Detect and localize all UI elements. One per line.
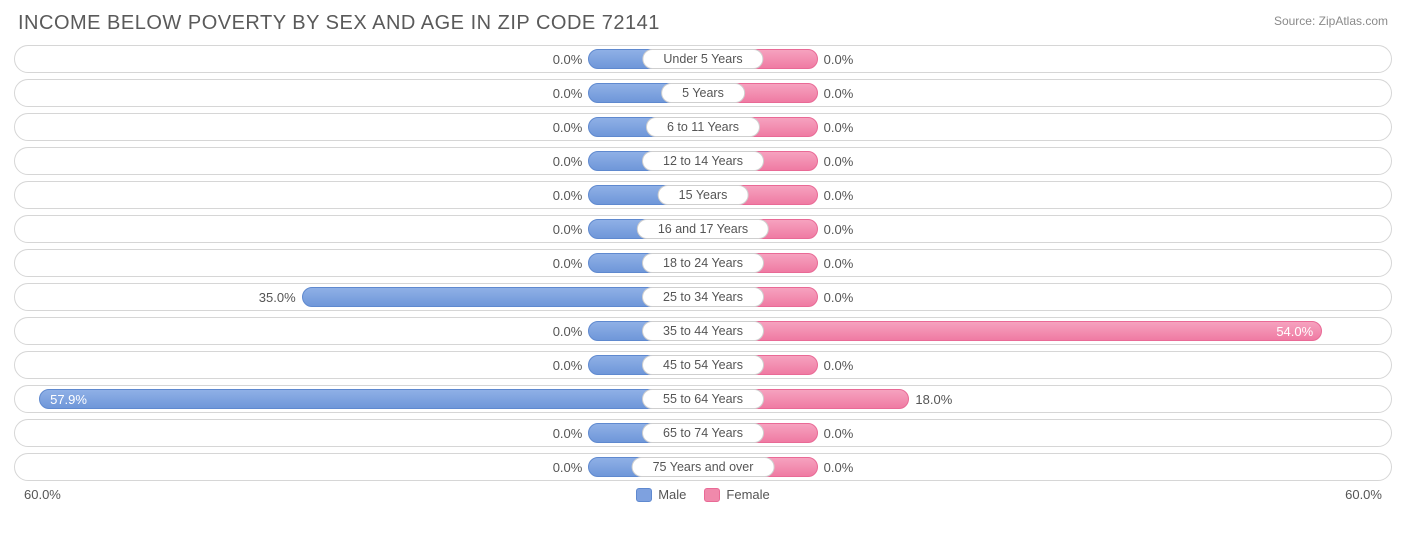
female-bar: 54.0% (703, 321, 1322, 341)
axis-row: 60.0% Male Female 60.0% (14, 487, 1392, 502)
chart-row: 0.0% 0.0% 65 to 74 Years (14, 419, 1392, 447)
legend-male: Male (636, 487, 686, 502)
chart-title: INCOME BELOW POVERTY BY SEX AND AGE IN Z… (18, 12, 1392, 35)
female-value-label: 0.0% (824, 216, 854, 242)
age-label: 12 to 14 Years (642, 151, 764, 171)
age-label: 25 to 34 Years (642, 287, 764, 307)
female-value-label: 0.0% (824, 250, 854, 276)
chart-row: 0.0% 0.0% 5 Years (14, 79, 1392, 107)
male-value-label: 0.0% (553, 148, 583, 174)
female-value-label: 0.0% (824, 148, 854, 174)
source-attribution: Source: ZipAtlas.com (1274, 14, 1388, 28)
female-value-label: 0.0% (824, 80, 854, 106)
female-value-label: 0.0% (824, 114, 854, 140)
female-value-label: 18.0% (915, 386, 952, 412)
female-value-label: 0.0% (824, 352, 854, 378)
axis-left-label: 60.0% (24, 487, 61, 502)
male-value-label: 0.0% (553, 216, 583, 242)
legend-female: Female (704, 487, 769, 502)
chart-row: 0.0% 0.0% 15 Years (14, 181, 1392, 209)
female-value-label: 0.0% (824, 182, 854, 208)
male-value-label: 35.0% (259, 284, 296, 310)
male-value-label: 0.0% (553, 114, 583, 140)
female-value-label: 0.0% (824, 454, 854, 480)
axis-right-label: 60.0% (1345, 487, 1382, 502)
chart-row: 57.9% 18.0% 55 to 64 Years (14, 385, 1392, 413)
legend-female-label: Female (726, 487, 769, 502)
male-value-label: 0.0% (553, 182, 583, 208)
male-value-label: 0.0% (553, 454, 583, 480)
chart-row: 0.0% 0.0% 12 to 14 Years (14, 147, 1392, 175)
chart-row: 0.0% 0.0% Under 5 Years (14, 45, 1392, 73)
female-swatch-icon (704, 488, 720, 502)
chart-row: 0.0% 0.0% 18 to 24 Years (14, 249, 1392, 277)
female-value-label: 0.0% (824, 284, 854, 310)
female-value-label: 0.0% (824, 46, 854, 72)
legend: Male Female (636, 487, 770, 502)
male-value-label: 0.0% (553, 420, 583, 446)
age-label: 6 to 11 Years (646, 117, 760, 137)
chart-row: 0.0% 0.0% 45 to 54 Years (14, 351, 1392, 379)
female-value-label: 54.0% (1276, 322, 1313, 340)
male-bar: 57.9% (39, 389, 703, 409)
age-label: 65 to 74 Years (642, 423, 764, 443)
chart-row: 0.0% 0.0% 75 Years and over (14, 453, 1392, 481)
male-value-label: 0.0% (553, 352, 583, 378)
chart-row: 0.0% 0.0% 16 and 17 Years (14, 215, 1392, 243)
age-label: 55 to 64 Years (642, 389, 764, 409)
female-value-label: 0.0% (824, 420, 854, 446)
chart-row: 35.0% 0.0% 25 to 34 Years (14, 283, 1392, 311)
age-label: 45 to 54 Years (642, 355, 764, 375)
legend-male-label: Male (658, 487, 686, 502)
male-value-label: 0.0% (553, 46, 583, 72)
chart-container: INCOME BELOW POVERTY BY SEX AND AGE IN Z… (0, 0, 1406, 558)
male-value-label: 0.0% (553, 318, 583, 344)
age-label: Under 5 Years (642, 49, 763, 69)
male-value-label: 57.9% (42, 390, 87, 408)
male-value-label: 0.0% (553, 250, 583, 276)
age-label: 15 Years (658, 185, 749, 205)
age-label: 16 and 17 Years (637, 219, 769, 239)
age-label: 18 to 24 Years (642, 253, 764, 273)
chart-row: 0.0% 0.0% 6 to 11 Years (14, 113, 1392, 141)
chart-row: 0.0% 54.0% 35 to 44 Years (14, 317, 1392, 345)
age-label: 5 Years (661, 83, 745, 103)
male-value-label: 0.0% (553, 80, 583, 106)
age-label: 35 to 44 Years (642, 321, 764, 341)
age-label: 75 Years and over (632, 457, 775, 477)
male-swatch-icon (636, 488, 652, 502)
chart-area: 0.0%0.0%Under 5 Years0.0%0.0%5 Years0.0%… (14, 45, 1392, 481)
